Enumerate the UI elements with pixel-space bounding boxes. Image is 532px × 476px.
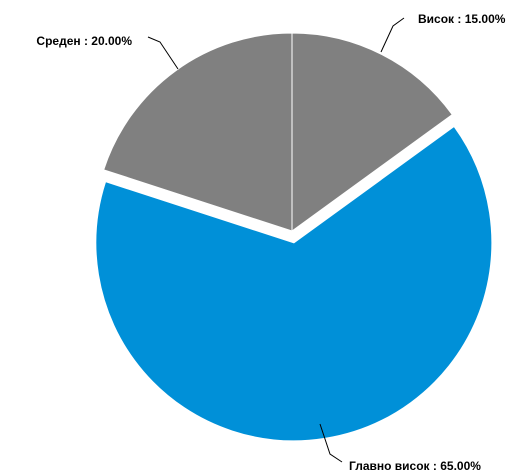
pie-slice-3 bbox=[103, 32, 293, 232]
leader-line-3 bbox=[147, 36, 179, 70]
leader-line-2 bbox=[319, 423, 343, 463]
slice-label-1: Висок : 15.00% bbox=[418, 12, 506, 26]
slice-label-2: Главно висок : 65.00% bbox=[349, 459, 481, 473]
pie-slice-1 bbox=[291, 32, 453, 232]
leader-line-1 bbox=[380, 17, 405, 53]
slice-label-3: Среден : 20.00% bbox=[36, 34, 132, 48]
pie-slices bbox=[95, 32, 493, 442]
leader-lines bbox=[147, 17, 405, 463]
slice-labels: Висок : 15.00% Главно висок : 65.00% Среде… bbox=[36, 12, 505, 473]
